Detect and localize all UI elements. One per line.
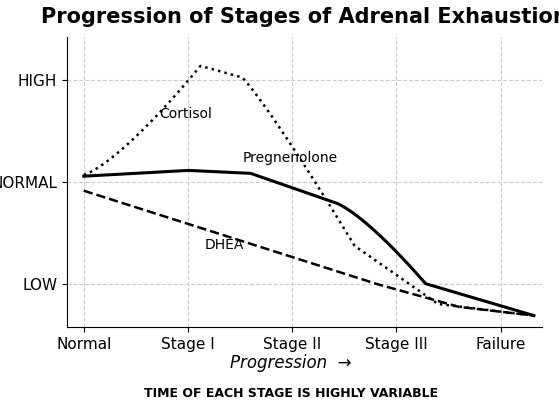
Text: DHEA: DHEA [205, 238, 244, 252]
Text: Cortisol: Cortisol [159, 107, 212, 121]
Text: Progression  →: Progression → [230, 354, 352, 372]
Title: Progression of Stages of Adrenal Exhaustion: Progression of Stages of Adrenal Exhaust… [41, 7, 559, 27]
Text: TIME OF EACH STAGE IS HIGHLY VARIABLE: TIME OF EACH STAGE IS HIGHLY VARIABLE [144, 387, 438, 400]
Text: Pregnenolone: Pregnenolone [242, 151, 337, 165]
